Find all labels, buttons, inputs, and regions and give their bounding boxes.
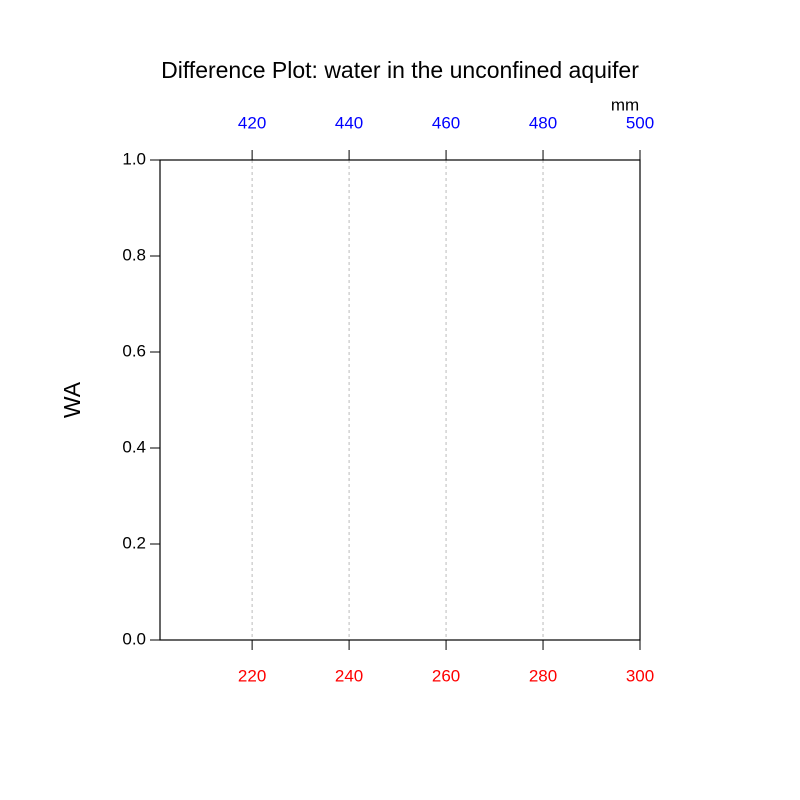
x2-tick-label: 500	[626, 113, 654, 132]
x2-tick-label: 480	[529, 113, 557, 132]
y-axis-title: WA	[59, 381, 85, 418]
x-tick-label: 220	[238, 666, 266, 685]
x-tick-label: 260	[432, 666, 460, 685]
y-tick-label: 0.2	[122, 533, 146, 552]
y-tick-label: 1.0	[122, 149, 146, 168]
x-tick-label: 240	[335, 666, 363, 685]
y-tick-label: 0.0	[122, 629, 146, 648]
x2-tick-label: 440	[335, 113, 363, 132]
y-tick-label: 0.4	[122, 437, 146, 456]
y-tick-label: 0.6	[122, 341, 146, 360]
chart-title: Difference Plot: water in the unconfined…	[161, 57, 639, 83]
x2-tick-label: 460	[432, 113, 460, 132]
x-tick-label: 280	[529, 666, 557, 685]
x2-axis-title: mm	[611, 95, 639, 114]
plot-frame	[159, 159, 641, 641]
x2-tick-label: 420	[238, 113, 266, 132]
x-tick-label: 300	[626, 666, 654, 685]
y-tick-label: 0.8	[122, 245, 146, 264]
